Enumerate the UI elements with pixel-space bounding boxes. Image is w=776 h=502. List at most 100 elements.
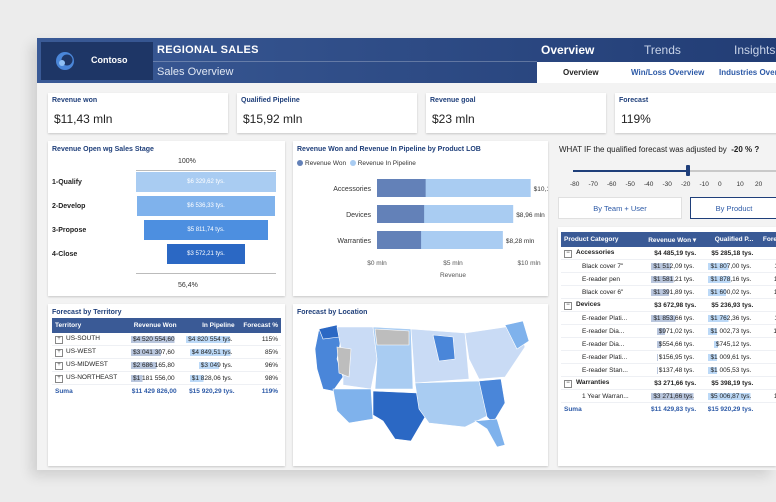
product-cell: Black cover 7" [561,259,640,273]
qualified-cell: $1 005,53 tys. [699,363,757,377]
map-region-south[interactable] [414,380,490,428]
map-region-southeast[interactable] [478,378,506,424]
tab-overview[interactable]: Overview [541,43,595,57]
cell-databar: $3 041 307,60 [131,348,177,356]
column-header[interactable]: Product Category [561,232,640,247]
expand-icon[interactable]: + [55,361,63,370]
by-team-user-button[interactable]: By Team + User [558,197,682,219]
column-header[interactable]: Revenue Won [124,318,180,333]
report-subtitle: Sales Overview [157,66,234,78]
us-filled-map[interactable] [293,319,548,464]
table-row[interactable]: E-reader Plati... $156,95 tys. $1 009,61… [561,350,776,364]
total-won: $11 429,83 tys. [650,405,697,413]
slider-tick-label: 0 [718,181,722,188]
collapse-icon[interactable]: − [564,249,572,258]
total-row: Suma $11 429 826,00 $15 920,29 tys. 119% [52,385,281,398]
whatif-label: WHAT IF the qualified forecast was adjus… [559,145,759,154]
tab-trends[interactable]: Trends [644,43,681,57]
expand-icon[interactable]: + [55,335,63,344]
kpi-value: $23 mln [432,112,475,126]
cell-databar: $1 581,21 tys. [651,275,697,283]
table-row[interactable]: E-reader Plati... $1 853,66 tys. $1 762,… [561,311,776,325]
slider-tick-label: 10 [736,181,744,188]
revenue-won-cell: $2 686 165,80 [124,358,180,372]
table-row[interactable]: E-reader Dia... $971,02 tys. $1 002,73 t… [561,324,776,338]
funnel-bar[interactable]: $3 572,21 tys. [166,244,246,264]
qualified-cell: $1 762,36 tys. [699,311,757,325]
map-region-dakota[interactable] [374,328,410,346]
column-header[interactable]: Qualified P... [699,232,757,247]
table-row[interactable]: − Accessories $4 485,19 tys. $5 285,18 ty… [561,247,776,260]
kpi-label: Forecast [619,97,649,104]
cell-databar: $1 807,00 tys. [708,262,754,270]
product-cell: 1 Year Warran... [561,389,640,403]
sort-desc-icon[interactable]: ▾ [692,236,697,244]
lob-total-label: $10,11 mln [534,186,548,193]
map-title: Forecast by Location [297,309,368,316]
table-row[interactable]: Black cover 7" $1 512,09 tys. $1 807,00 … [561,259,776,273]
expand-icon[interactable]: + [55,348,63,357]
funnel-bar[interactable]: $5 811,74 tys. [143,220,269,240]
forecast-cell: 10 [756,350,776,364]
lob-x-tick: $5 mln [443,260,463,267]
funnel-bar[interactable]: $6 536,33 tys. [136,196,276,216]
table-row[interactable]: 1 Year Warran... $3 271,66 tys. $5 006,8… [561,389,776,403]
product-cell: − Accessories [561,247,640,260]
table-row[interactable]: + US-WEST $3 041 307,60 $4 849,51 tys. 85… [52,345,281,359]
lob-won-bar[interactable] [377,231,422,249]
map-region-florida[interactable] [474,418,506,448]
map-region-nevada[interactable] [336,346,352,378]
revenue-won-cell: $1 853,66 tys. [639,311,700,325]
table-row[interactable]: − Warranties $3 271,66 tys. $5 398,19 tys… [561,376,776,390]
map-region-new-england[interactable] [504,320,530,350]
subtab-overview[interactable]: Overview [563,68,599,77]
subtab-win-loss[interactable]: Win/Loss Overview [631,68,705,77]
qualified-cell: $1 807,00 tys. [699,259,757,273]
lob-won-bar[interactable] [377,179,426,197]
map-region-washington[interactable] [318,324,340,340]
table-row[interactable]: E-reader Dia... $554,66 tys. $745,12 tys… [561,337,776,351]
column-header[interactable]: Forecast % [237,318,281,333]
column-header[interactable]: Territory [52,318,125,333]
cell-databar: $1 828,06 tys. [189,374,235,382]
forecast-cell: 85% [237,345,281,359]
collapse-icon[interactable]: − [564,379,572,388]
column-header[interactable]: Forecast [756,232,776,247]
pipeline-cell: $3 049 tys. [179,358,238,372]
cell-databar: $745,12 tys. [713,340,754,348]
expand-icon[interactable]: + [55,374,63,383]
table-row[interactable]: E-reader pen $1 581,21 tys. $1 878,16 ty… [561,272,776,286]
by-product-button[interactable]: By Product [690,197,776,219]
kpi-value: 119% [621,112,651,126]
table-row[interactable]: + US-SOUTH $4 520 554,60 $4 820 554 tys. … [52,333,281,346]
funnel-bar[interactable]: $6 329,62 tys. [136,172,276,192]
table-header-row: Product Category Revenue Won ▾ Qualified P… [561,232,776,247]
map-region-great-lakes[interactable] [432,334,456,362]
territory-card: Forecast by Territory Territory Revenue W… [48,304,285,466]
table-row[interactable]: −Devices $3 672,98 tys. $5 236,93 tys. 1… [561,298,776,312]
cell-databar: $1 005,53 tys. [708,366,754,374]
legend-pipeline-label[interactable]: Revenue In Pipeline [357,160,416,167]
column-header[interactable]: Revenue Won ▾ [639,232,700,247]
subtab-bar: Overview Win/Loss Overview Industries Ov… [537,62,776,83]
subtab-industries[interactable]: Industries Over [719,68,776,77]
map-region-southwest[interactable] [332,388,374,424]
forecast-cell: 11 [756,298,776,312]
revenue-won-cell: $3 041 307,60 [124,345,180,359]
table-row[interactable]: E-reader Stan... $137,48 tys. $1 005,53 … [561,363,776,377]
table-row[interactable]: Black cover 6" $1 391,89 tys. $1 600,02 … [561,285,776,299]
revenue-won-cell: $4 485,19 tys. [639,247,700,260]
slider-handle[interactable] [686,165,690,176]
table-row[interactable]: + US-NORTHEAST $1 181 556,00 $1 828,06 ty… [52,371,281,385]
lob-won-bar[interactable] [377,205,425,223]
tab-insights[interactable]: Insights [734,43,776,57]
map-card: Forecast by Location [293,304,548,466]
whatif-slider[interactable] [573,165,776,176]
column-header[interactable]: In Pipeline [179,318,238,333]
legend-won-label[interactable]: Revenue Won [305,160,347,167]
collapse-icon[interactable]: − [564,301,572,310]
lob-chart-title: Revenue Won and Revenue In Pipeline by P… [297,146,481,153]
table-row[interactable]: + US-MIDWEST $2 686 165,80 $3 049 tys. 96… [52,358,281,372]
total-pipe: $15 920,29 tys. [189,387,235,395]
territory-table: Territory Revenue Won In Pipeline Forecast … [52,318,281,397]
